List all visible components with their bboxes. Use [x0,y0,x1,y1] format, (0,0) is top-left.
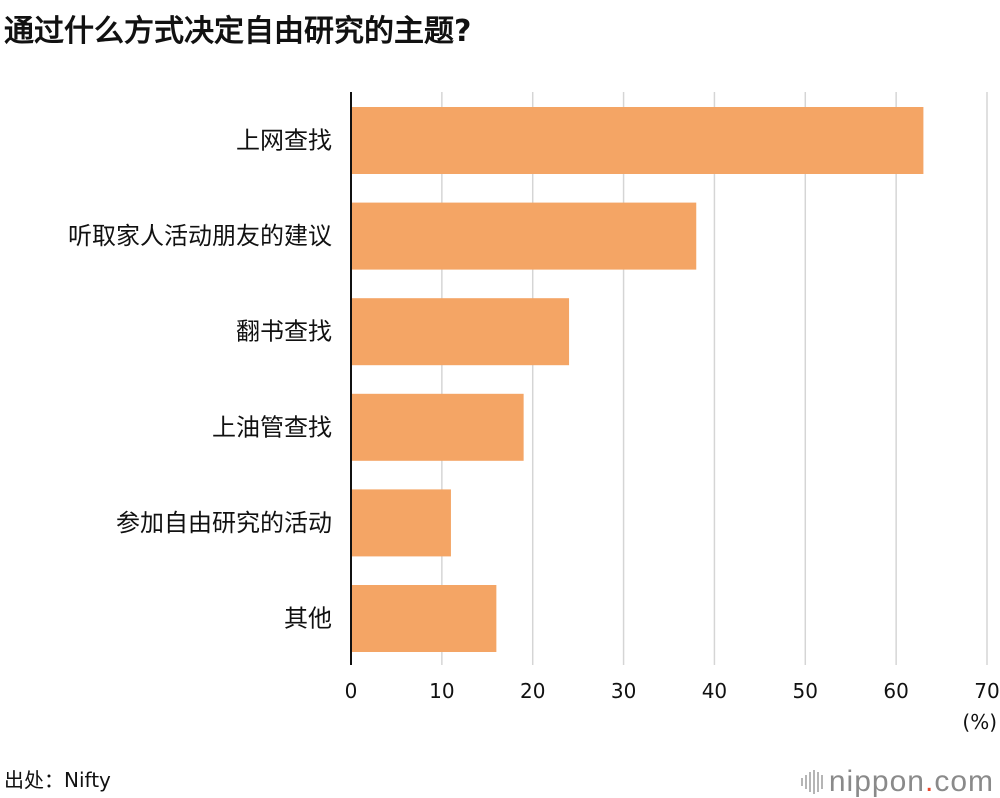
category-label: 参加自由研究的活动 [116,509,332,537]
bar [351,489,451,557]
x-tick-label: 10 [429,679,454,703]
category-label: 上油管查找 [212,413,332,441]
category-label: 翻书查找 [236,318,332,346]
category-label: 其他 [284,605,332,633]
bar [351,298,570,366]
grid-lines [441,92,988,665]
x-tick-label: 60 [883,679,908,703]
source-note: 出处：Nifty [4,768,111,792]
unit-label: (%) [962,710,997,734]
bar [351,107,924,174]
bar [351,393,524,461]
category-label: 上网查找 [236,127,332,155]
x-tick-label: 0 [345,679,358,703]
x-tick-label: 20 [520,679,545,703]
bar [351,202,697,270]
bars [351,107,924,652]
nippon-logo: nippon.com [800,765,994,798]
logo-text: nippon.com [828,765,994,798]
x-tick-label: 50 [793,679,818,703]
x-tick-labels: 0 10 20 30 40 50 60 70 [345,679,1000,703]
logo-bars-icon [800,770,823,794]
x-tick-label: 70 [974,679,999,703]
x-tick-label: 30 [611,679,636,703]
category-label: 听取家人活动朋友的建议 [68,222,332,250]
x-tick-label: 40 [702,679,727,703]
bar [351,585,497,652]
chart-title: 通过什么方式决定自由研究的主题? [4,14,472,49]
